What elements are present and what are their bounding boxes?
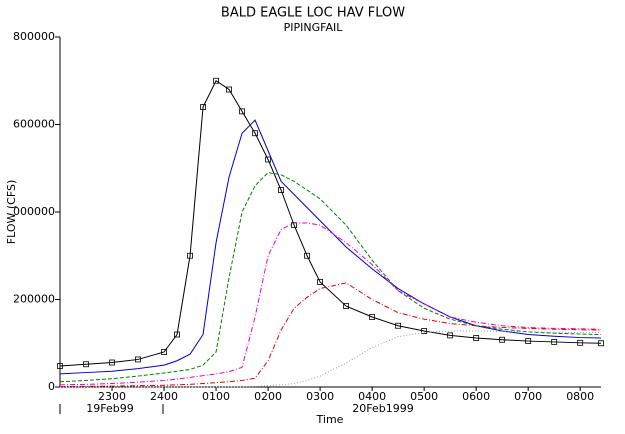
series-marker — [226, 86, 232, 93]
series-line — [59, 119, 602, 375]
x-tick-label: 0300 — [306, 390, 334, 403]
x-tick-label: 0200 — [254, 390, 282, 403]
series-marker — [174, 331, 180, 338]
x-tick-label: 2400 — [150, 390, 178, 403]
chart-subtitle: PIPINGFAIL — [284, 21, 344, 34]
series-marker — [83, 361, 89, 368]
x-tick-label: 0800 — [566, 390, 594, 403]
chart-title: BALD EAGLE LOC HAV FLOW — [221, 6, 405, 21]
series-marker — [187, 252, 193, 259]
series-marker — [473, 335, 480, 341]
x-tick-label: 0400 — [358, 390, 386, 403]
series-marker — [421, 328, 428, 334]
y-tick-label: 000000 — [13, 205, 55, 218]
series-marker — [239, 108, 245, 115]
x-axis-label: Time — [316, 413, 344, 426]
y-tick-label: 600000 — [13, 118, 55, 131]
series-marker — [499, 336, 506, 343]
series-marker — [278, 187, 284, 194]
x-tick-label: 2300 — [98, 390, 126, 403]
series-marker — [213, 77, 219, 84]
series-line — [59, 222, 602, 386]
series-marker — [200, 104, 206, 110]
series-line — [59, 172, 602, 383]
y-tick-label: 800000 — [13, 30, 55, 43]
x-tick-label: 0600 — [462, 390, 490, 403]
series-marker — [577, 339, 584, 346]
series-marker — [395, 322, 402, 329]
series-marker — [598, 340, 604, 347]
x-tick-label: 0700 — [514, 390, 542, 403]
series-marker — [57, 363, 63, 369]
series-marker — [252, 130, 258, 137]
x-tick-label: 0100 — [202, 390, 230, 403]
series-marker — [265, 156, 271, 163]
series-marker — [343, 303, 350, 309]
x-tick-label: 0500 — [410, 390, 438, 403]
date-label: 20Feb1999 — [352, 402, 413, 415]
series-marker — [135, 356, 141, 363]
series-marker — [551, 339, 558, 345]
y-axis-label: FLOW (CFS) — [5, 180, 18, 244]
series-marker — [109, 359, 115, 366]
series-line — [59, 282, 602, 388]
y-tick-label: 200000 — [13, 293, 55, 306]
series-marker — [369, 314, 376, 320]
series-marker — [161, 349, 167, 355]
series-line — [59, 80, 602, 367]
date-label: 19Feb99 — [86, 402, 133, 415]
series-marker — [447, 332, 454, 339]
series-marker — [317, 279, 323, 285]
y-tick-label: 0 — [48, 380, 55, 393]
series-marker — [304, 252, 310, 259]
series-marker — [525, 338, 532, 344]
